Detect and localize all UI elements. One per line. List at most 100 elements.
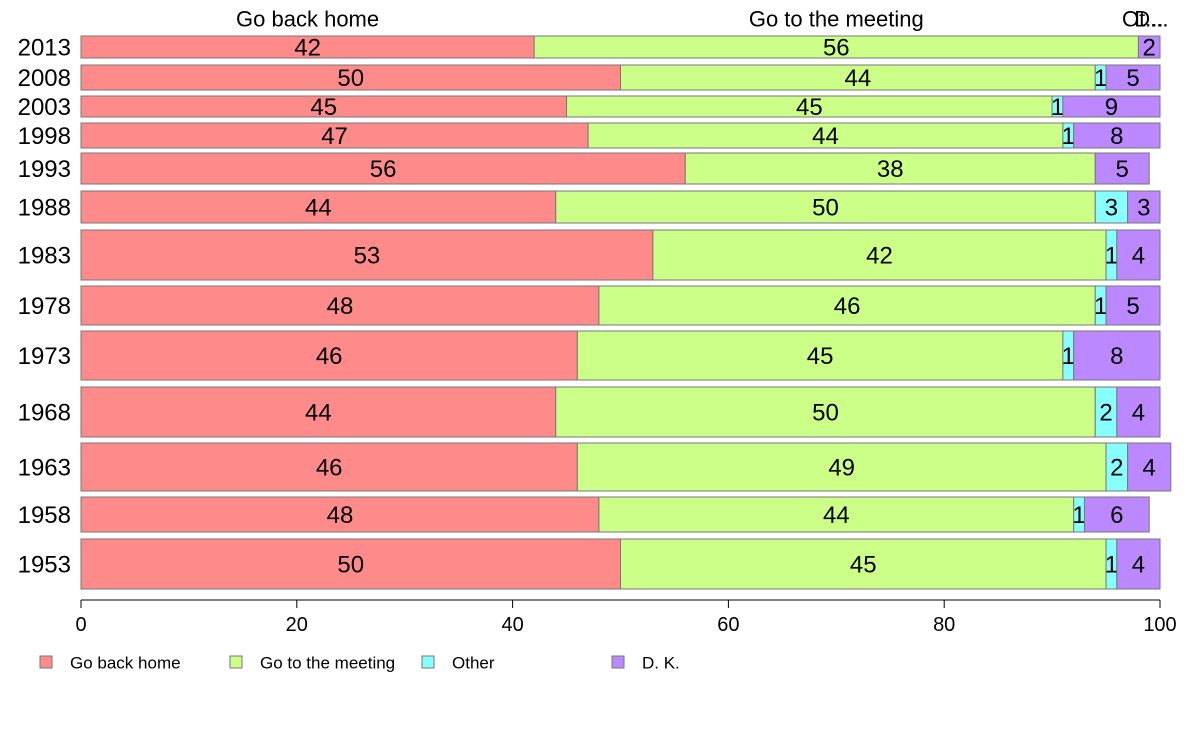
data-label: 6 (1110, 502, 1123, 529)
data-label: 49 (828, 455, 855, 482)
bar-segment (555, 386, 1096, 438)
bar-segment (652, 229, 1107, 281)
bar-segment (1094, 152, 1150, 185)
data-label: 47 (321, 123, 348, 150)
y-tick-label: 1988 (18, 195, 71, 222)
data-label: 1 (1072, 502, 1085, 529)
data-label: 5 (1126, 65, 1139, 92)
y-tick-label: 1978 (18, 293, 71, 320)
bar-segment (1105, 64, 1161, 91)
data-label: 50 (812, 195, 839, 222)
bar-segment (587, 122, 1064, 149)
data-label: 48 (327, 293, 354, 320)
data-label: 5 (1126, 293, 1139, 320)
bar-segment (80, 190, 557, 224)
data-label: 4 (1143, 455, 1156, 482)
y-tick-label: 2008 (18, 65, 71, 92)
data-label: 8 (1110, 123, 1123, 150)
data-label: 45 (310, 94, 337, 121)
y-tick-label: 2013 (18, 35, 71, 62)
data-label: 50 (337, 65, 364, 92)
data-label: 2 (1143, 35, 1156, 62)
series-header-label: D... (1134, 7, 1168, 32)
x-tick-label: 100 (1143, 614, 1176, 636)
bar-segment (80, 442, 578, 492)
data-label: 3 (1137, 195, 1150, 222)
data-label: 56 (823, 35, 850, 62)
data-label: 42 (866, 243, 893, 270)
bar-segment (1083, 496, 1150, 533)
bar-segment (80, 152, 686, 185)
data-label: 1 (1062, 123, 1075, 150)
bar-segment (80, 496, 600, 533)
legend-swatch (421, 655, 435, 669)
bar-segment (1105, 285, 1161, 326)
data-label: 1 (1062, 343, 1075, 370)
y-tick-label: 1973 (18, 343, 71, 370)
y-tick-label: 2003 (18, 94, 71, 121)
bar-segment (1127, 190, 1161, 224)
bar-segment (1116, 386, 1161, 438)
legend-label: Go back home (70, 654, 181, 673)
data-label: 45 (796, 94, 823, 121)
y-tick-label: 1958 (18, 502, 71, 529)
bar-segment (576, 330, 1064, 381)
bar-segment (684, 152, 1096, 185)
data-label: 1 (1094, 293, 1107, 320)
bar-segment (620, 64, 1096, 91)
legend-swatch (39, 655, 53, 669)
data-label: 42 (294, 35, 321, 62)
bar-segment (555, 190, 1096, 224)
data-label: 44 (305, 195, 332, 222)
data-label: 46 (316, 455, 343, 482)
data-label: 44 (305, 400, 332, 427)
data-label: 4 (1132, 243, 1145, 270)
data-label: 50 (337, 552, 364, 579)
data-label: 53 (354, 243, 381, 270)
data-label: 38 (877, 156, 904, 183)
x-tick-label: 0 (75, 614, 86, 636)
data-label: 44 (845, 65, 872, 92)
x-tick-label: 40 (501, 614, 523, 636)
data-label: 44 (812, 123, 839, 150)
bar-segment (80, 229, 654, 281)
data-label: 45 (807, 343, 834, 370)
x-tick-label: 80 (933, 614, 955, 636)
legend-swatch (611, 655, 625, 669)
y-tick-label: 1953 (18, 552, 71, 579)
legend-label: Go to the meeting (260, 654, 395, 673)
y-tick-label: 1993 (18, 156, 71, 183)
legend-label: Other (452, 654, 495, 673)
data-label: 1 (1094, 65, 1107, 92)
data-label: 1 (1105, 552, 1118, 579)
bar-segment (80, 285, 600, 326)
bar-segment (1116, 229, 1161, 281)
data-label: 44 (823, 502, 850, 529)
data-label: 9 (1105, 94, 1118, 121)
data-label: 2 (1099, 400, 1112, 427)
series-header-label: Ot... (1122, 7, 1164, 32)
data-label: 50 (812, 400, 839, 427)
y-tick-label: 1963 (18, 455, 71, 482)
data-label: 56 (370, 156, 397, 183)
bar-segment (80, 538, 621, 590)
data-label: 48 (327, 502, 354, 529)
data-label: 5 (1116, 156, 1129, 183)
legend-swatch (229, 655, 243, 669)
bar-segment (80, 330, 578, 381)
y-tick-label: 1983 (18, 243, 71, 270)
bar-segment (1062, 95, 1161, 118)
bar-segment (1127, 442, 1172, 492)
data-label: 3 (1105, 195, 1118, 222)
bar-segment (598, 285, 1096, 326)
data-label: 4 (1132, 552, 1145, 579)
bar-segment (1094, 190, 1129, 224)
legend-label: D. K. (642, 654, 680, 673)
y-tick-label: 1998 (18, 123, 71, 150)
data-label: 2 (1110, 455, 1123, 482)
x-tick-label: 20 (286, 614, 308, 636)
y-tick-label: 1968 (18, 400, 71, 427)
bar-segment (1073, 330, 1161, 381)
data-label: 1 (1105, 243, 1118, 270)
